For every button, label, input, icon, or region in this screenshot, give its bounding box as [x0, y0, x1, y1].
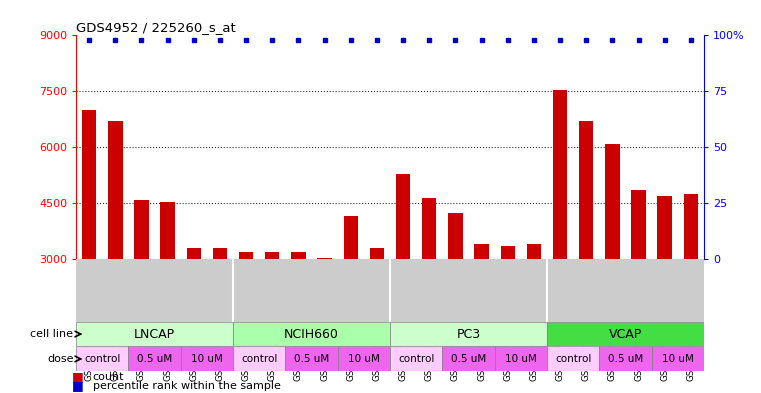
Bar	[181, 347, 233, 371]
Bar	[501, 246, 515, 259]
Text: 0.5 uM: 0.5 uM	[294, 354, 330, 364]
Bar	[632, 190, 646, 259]
Text: VCAP: VCAP	[609, 327, 642, 341]
Bar	[442, 347, 495, 371]
Bar	[108, 121, 123, 259]
Bar	[129, 347, 181, 371]
Bar	[239, 252, 253, 259]
Text: 10 uM: 10 uM	[191, 354, 223, 364]
Text: ■: ■	[72, 371, 84, 384]
Text: 10 uM: 10 uM	[662, 354, 694, 364]
Bar	[317, 257, 332, 259]
Bar	[683, 194, 698, 259]
Text: control: control	[241, 354, 278, 364]
Bar	[285, 347, 338, 371]
Text: control: control	[555, 354, 591, 364]
Text: 0.5 uM: 0.5 uM	[451, 354, 486, 364]
Text: LNCAP: LNCAP	[134, 327, 175, 341]
Text: percentile rank within the sample: percentile rank within the sample	[93, 381, 281, 391]
Bar	[161, 202, 175, 259]
Bar	[552, 90, 567, 259]
Text: 0.5 uM: 0.5 uM	[137, 354, 172, 364]
Bar	[343, 217, 358, 259]
Bar	[396, 174, 410, 259]
Text: control: control	[84, 354, 120, 364]
Bar	[265, 252, 279, 259]
Bar	[600, 347, 651, 371]
Bar	[547, 347, 600, 371]
Text: ■: ■	[72, 379, 84, 392]
Bar	[651, 347, 704, 371]
Bar	[213, 248, 228, 259]
Bar	[233, 321, 390, 347]
Bar	[547, 321, 704, 347]
Bar	[233, 347, 285, 371]
Text: PC3: PC3	[457, 327, 480, 341]
Text: control: control	[398, 354, 435, 364]
Bar	[76, 347, 129, 371]
Text: 10 uM: 10 uM	[505, 354, 537, 364]
Bar	[495, 347, 547, 371]
Bar	[338, 347, 390, 371]
Bar	[579, 121, 594, 259]
Bar	[134, 200, 148, 259]
Bar	[186, 248, 201, 259]
Bar	[390, 347, 442, 371]
Text: 10 uM: 10 uM	[348, 354, 380, 364]
Text: 0.5 uM: 0.5 uM	[608, 354, 643, 364]
Bar	[370, 248, 384, 259]
Bar	[76, 321, 233, 347]
Bar	[390, 321, 547, 347]
Text: NCIH660: NCIH660	[284, 327, 339, 341]
Bar	[658, 196, 672, 259]
Bar	[605, 144, 619, 259]
Bar	[422, 198, 437, 259]
Bar	[474, 244, 489, 259]
Bar	[82, 110, 97, 259]
Text: dose: dose	[47, 354, 74, 364]
Bar	[448, 213, 463, 259]
Text: GDS4952 / 225260_s_at: GDS4952 / 225260_s_at	[76, 21, 236, 34]
Text: cell line: cell line	[30, 329, 74, 339]
Bar	[527, 244, 541, 259]
Bar	[291, 252, 306, 259]
Text: count: count	[93, 373, 124, 382]
